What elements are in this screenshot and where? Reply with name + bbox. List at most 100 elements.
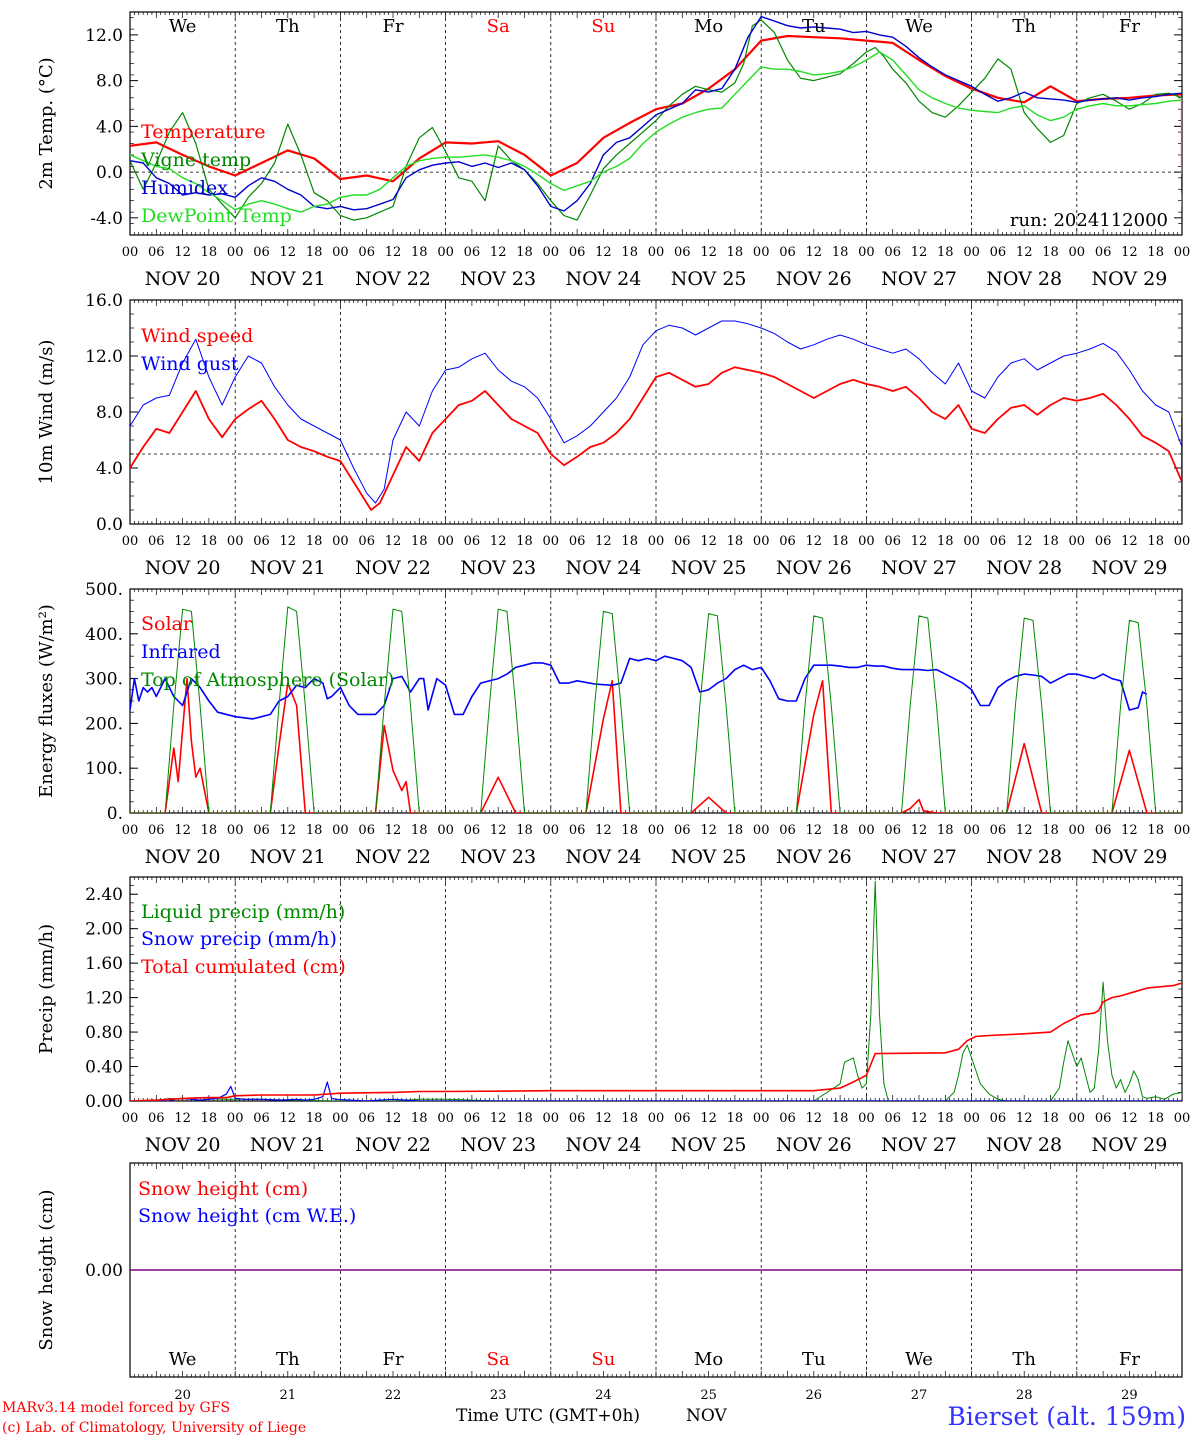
day-number-label: 26 (806, 1388, 823, 1403)
date-label: NOV 25 (671, 268, 747, 290)
hour-tick-label: 12 (700, 1111, 717, 1126)
y-tick-label: 500. (85, 580, 123, 600)
date-label: NOV 22 (355, 268, 431, 290)
date-label: NOV 27 (881, 268, 957, 290)
weekday-label: Sa (487, 16, 510, 37)
weekday-label: We (169, 1349, 197, 1370)
station-label: Bierset (alt. 159m) (947, 1402, 1186, 1431)
hour-tick-label: 18 (411, 245, 428, 260)
day-number-label: 29 (1121, 1388, 1138, 1403)
legend-entry: Snow height (cm) (138, 1178, 308, 1200)
hour-tick-label: 18 (727, 1111, 744, 1126)
hour-tick-label: 00 (648, 823, 665, 838)
hour-tick-label: 00 (122, 245, 139, 260)
hour-tick-label: 06 (990, 823, 1007, 838)
hour-tick-label: 18 (937, 1111, 954, 1126)
hour-tick-label: 00 (437, 823, 454, 838)
y-tick-label: 1.20 (85, 989, 123, 1009)
hour-tick-label: 00 (648, 534, 665, 549)
weekday-label: We (905, 16, 933, 37)
hour-tick-label: 12 (174, 534, 191, 549)
date-label: NOV 21 (250, 268, 326, 290)
hour-tick-label: 06 (358, 245, 375, 260)
hour-tick-label: 18 (621, 1111, 638, 1126)
hour-tick-label: 06 (358, 823, 375, 838)
legend-entry: Humidex (141, 177, 228, 199)
y-axis-label: 10m Wind (m/s) (36, 340, 57, 485)
hour-tick-label: 12 (595, 245, 612, 260)
hour-tick-label: 06 (569, 534, 586, 549)
hour-tick-label: 06 (569, 823, 586, 838)
date-label: NOV 27 (881, 557, 957, 579)
y-axis-label: 2m Temp. (°C) (36, 57, 57, 189)
y-tick-label: 0. (107, 804, 123, 824)
date-label: NOV 26 (776, 1134, 852, 1156)
hour-tick-label: 12 (911, 245, 928, 260)
weekday-label: Th (276, 16, 300, 37)
hour-tick-label: 00 (1069, 534, 1086, 549)
y-tick-label: -4.0 (90, 209, 123, 229)
hour-tick-label: 12 (490, 534, 507, 549)
hour-tick-label: 00 (963, 823, 980, 838)
hour-tick-label: 12 (174, 245, 191, 260)
date-label: NOV 29 (1091, 268, 1167, 290)
hour-tick-label: 00 (227, 1111, 244, 1126)
series-line-2 (130, 19, 1182, 221)
hour-tick-label: 00 (1174, 1111, 1191, 1126)
hour-tick-label: 06 (148, 245, 165, 260)
hour-tick-label: 18 (516, 245, 533, 260)
legend-entry: Total cumulated (cm) (141, 956, 346, 978)
date-label: NOV 24 (565, 557, 641, 579)
hour-tick-label: 18 (516, 1111, 533, 1126)
hour-tick-label: 00 (227, 245, 244, 260)
hour-tick-label: 12 (385, 823, 402, 838)
series-line-2 (130, 655, 1148, 720)
hour-tick-label: 18 (832, 1111, 849, 1126)
hour-tick-label: 18 (1042, 245, 1059, 260)
legend-entry: Top of Atmosphere (Solar) (141, 669, 394, 691)
hour-tick-label: 12 (490, 823, 507, 838)
y-axis-label: Snow height (cm) (36, 1189, 57, 1350)
hour-tick-label: 06 (884, 245, 901, 260)
hour-tick-label: 06 (884, 1111, 901, 1126)
hour-tick-label: 00 (543, 534, 560, 549)
hour-tick-label: 18 (1147, 245, 1164, 260)
date-label: NOV 23 (460, 1134, 536, 1156)
day-number-label: 21 (280, 1388, 297, 1403)
legend-entry: Snow precip (mm/h) (141, 928, 337, 950)
hour-tick-label: 06 (253, 823, 270, 838)
date-label: NOV 27 (881, 1134, 957, 1156)
hour-tick-label: 12 (385, 245, 402, 260)
series-line-1 (130, 34, 1182, 183)
weekday-label: Tu (802, 16, 826, 37)
hour-tick-label: 00 (963, 245, 980, 260)
legend-entry: DewPoint Temp (141, 205, 292, 227)
hour-tick-label: 00 (332, 1111, 349, 1126)
date-label: NOV 24 (565, 846, 641, 868)
hour-tick-label: 00 (543, 1111, 560, 1126)
hour-tick-label: 18 (516, 823, 533, 838)
hour-tick-label: 12 (1121, 823, 1138, 838)
day-number-label: 28 (1016, 1388, 1033, 1403)
hour-tick-label: 12 (1016, 1111, 1033, 1126)
y-tick-label: 4.0 (96, 459, 123, 479)
hour-tick-label: 06 (990, 1111, 1007, 1126)
panel-5: 0.00 Snow height (cm) Snow height (cm) Snow… (36, 1162, 1183, 1403)
hour-tick-label: 12 (1016, 823, 1033, 838)
hour-tick-label: 12 (595, 1111, 612, 1126)
hour-tick-label: 06 (779, 534, 796, 549)
hour-tick-label: 12 (174, 1111, 191, 1126)
hour-tick-label: 12 (700, 534, 717, 549)
date-label: NOV 20 (145, 557, 221, 579)
weekday-label: Mo (694, 16, 723, 37)
hour-tick-label: 18 (306, 245, 323, 260)
hour-tick-label: 00 (332, 534, 349, 549)
weekday-label: Su (591, 1349, 615, 1370)
weekday-label: We (169, 16, 197, 37)
hour-tick-label: 12 (1121, 534, 1138, 549)
y-tick-label: 0.00 (85, 1261, 123, 1281)
date-label: NOV 25 (671, 557, 747, 579)
hour-tick-label: 18 (201, 823, 218, 838)
hour-tick-label: 00 (437, 245, 454, 260)
hour-tick-label: 12 (806, 1111, 823, 1126)
